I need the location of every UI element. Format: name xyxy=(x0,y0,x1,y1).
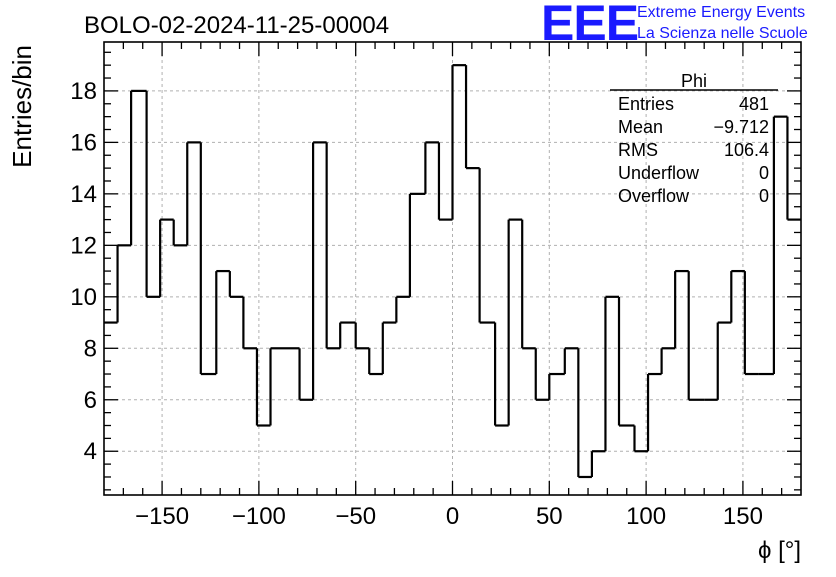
y-tick-label: 6 xyxy=(84,387,97,414)
y-tick-label: 10 xyxy=(70,284,97,311)
y-tick-label: 12 xyxy=(70,232,97,259)
stats-rows: Entries 481 Mean −9.712 RMS 106.4 Underflow 0 Ov… xyxy=(618,94,769,206)
x-tick-label: 0 xyxy=(446,503,459,530)
stats-label: Underflow xyxy=(618,163,700,183)
y-tick-label: 4 xyxy=(84,438,97,465)
x-tick-label: −50 xyxy=(335,503,376,530)
stats-value: 106.4 xyxy=(724,140,769,160)
y-tick-label: 14 xyxy=(70,181,97,208)
x-axis-title: ϕ [°] xyxy=(758,537,801,564)
x-tick-label: −150 xyxy=(135,503,189,530)
y-tick-label: 16 xyxy=(70,129,97,156)
stats-label: Entries xyxy=(618,94,674,114)
axis-ticks: −150 −100 −50 0 50 100 150 4 6 8 10 12 14 16 18 xyxy=(70,42,801,530)
y-tick-label: 8 xyxy=(84,335,97,362)
stats-label: Overflow xyxy=(618,186,690,206)
logo-caption-line1: Extreme Energy Events xyxy=(637,4,806,21)
stats-label: RMS xyxy=(618,140,658,160)
stats-box: Phi Entries 481 Mean −9.712 RMS 106.4 Underflo… xyxy=(610,71,778,206)
x-tick-label: 50 xyxy=(536,503,563,530)
x-tick-label: 100 xyxy=(626,503,666,530)
y-axis-title: Entries/bin xyxy=(7,45,37,168)
x-tick-label: 150 xyxy=(723,503,763,530)
eee-logo: EEE xyxy=(541,0,639,51)
x-tick-label: −100 xyxy=(232,503,286,530)
stats-value: 0 xyxy=(759,186,769,206)
chart-title: BOLO-02-2024-11-25-00004 xyxy=(84,12,389,39)
stats-title: Phi xyxy=(681,71,707,91)
stats-value: 0 xyxy=(759,163,769,183)
y-tick-label: 18 xyxy=(70,78,97,105)
histogram-bars xyxy=(104,64,801,479)
stats-value: 481 xyxy=(739,94,769,114)
axis-labels: BOLO-02-2024-11-25-00004 Entries/bin ϕ [… xyxy=(7,12,801,564)
stats-label: Mean xyxy=(618,117,663,137)
logo-caption-line2: La Scienza nelle Scuole xyxy=(637,25,808,42)
stats-value: −9.712 xyxy=(713,117,769,137)
